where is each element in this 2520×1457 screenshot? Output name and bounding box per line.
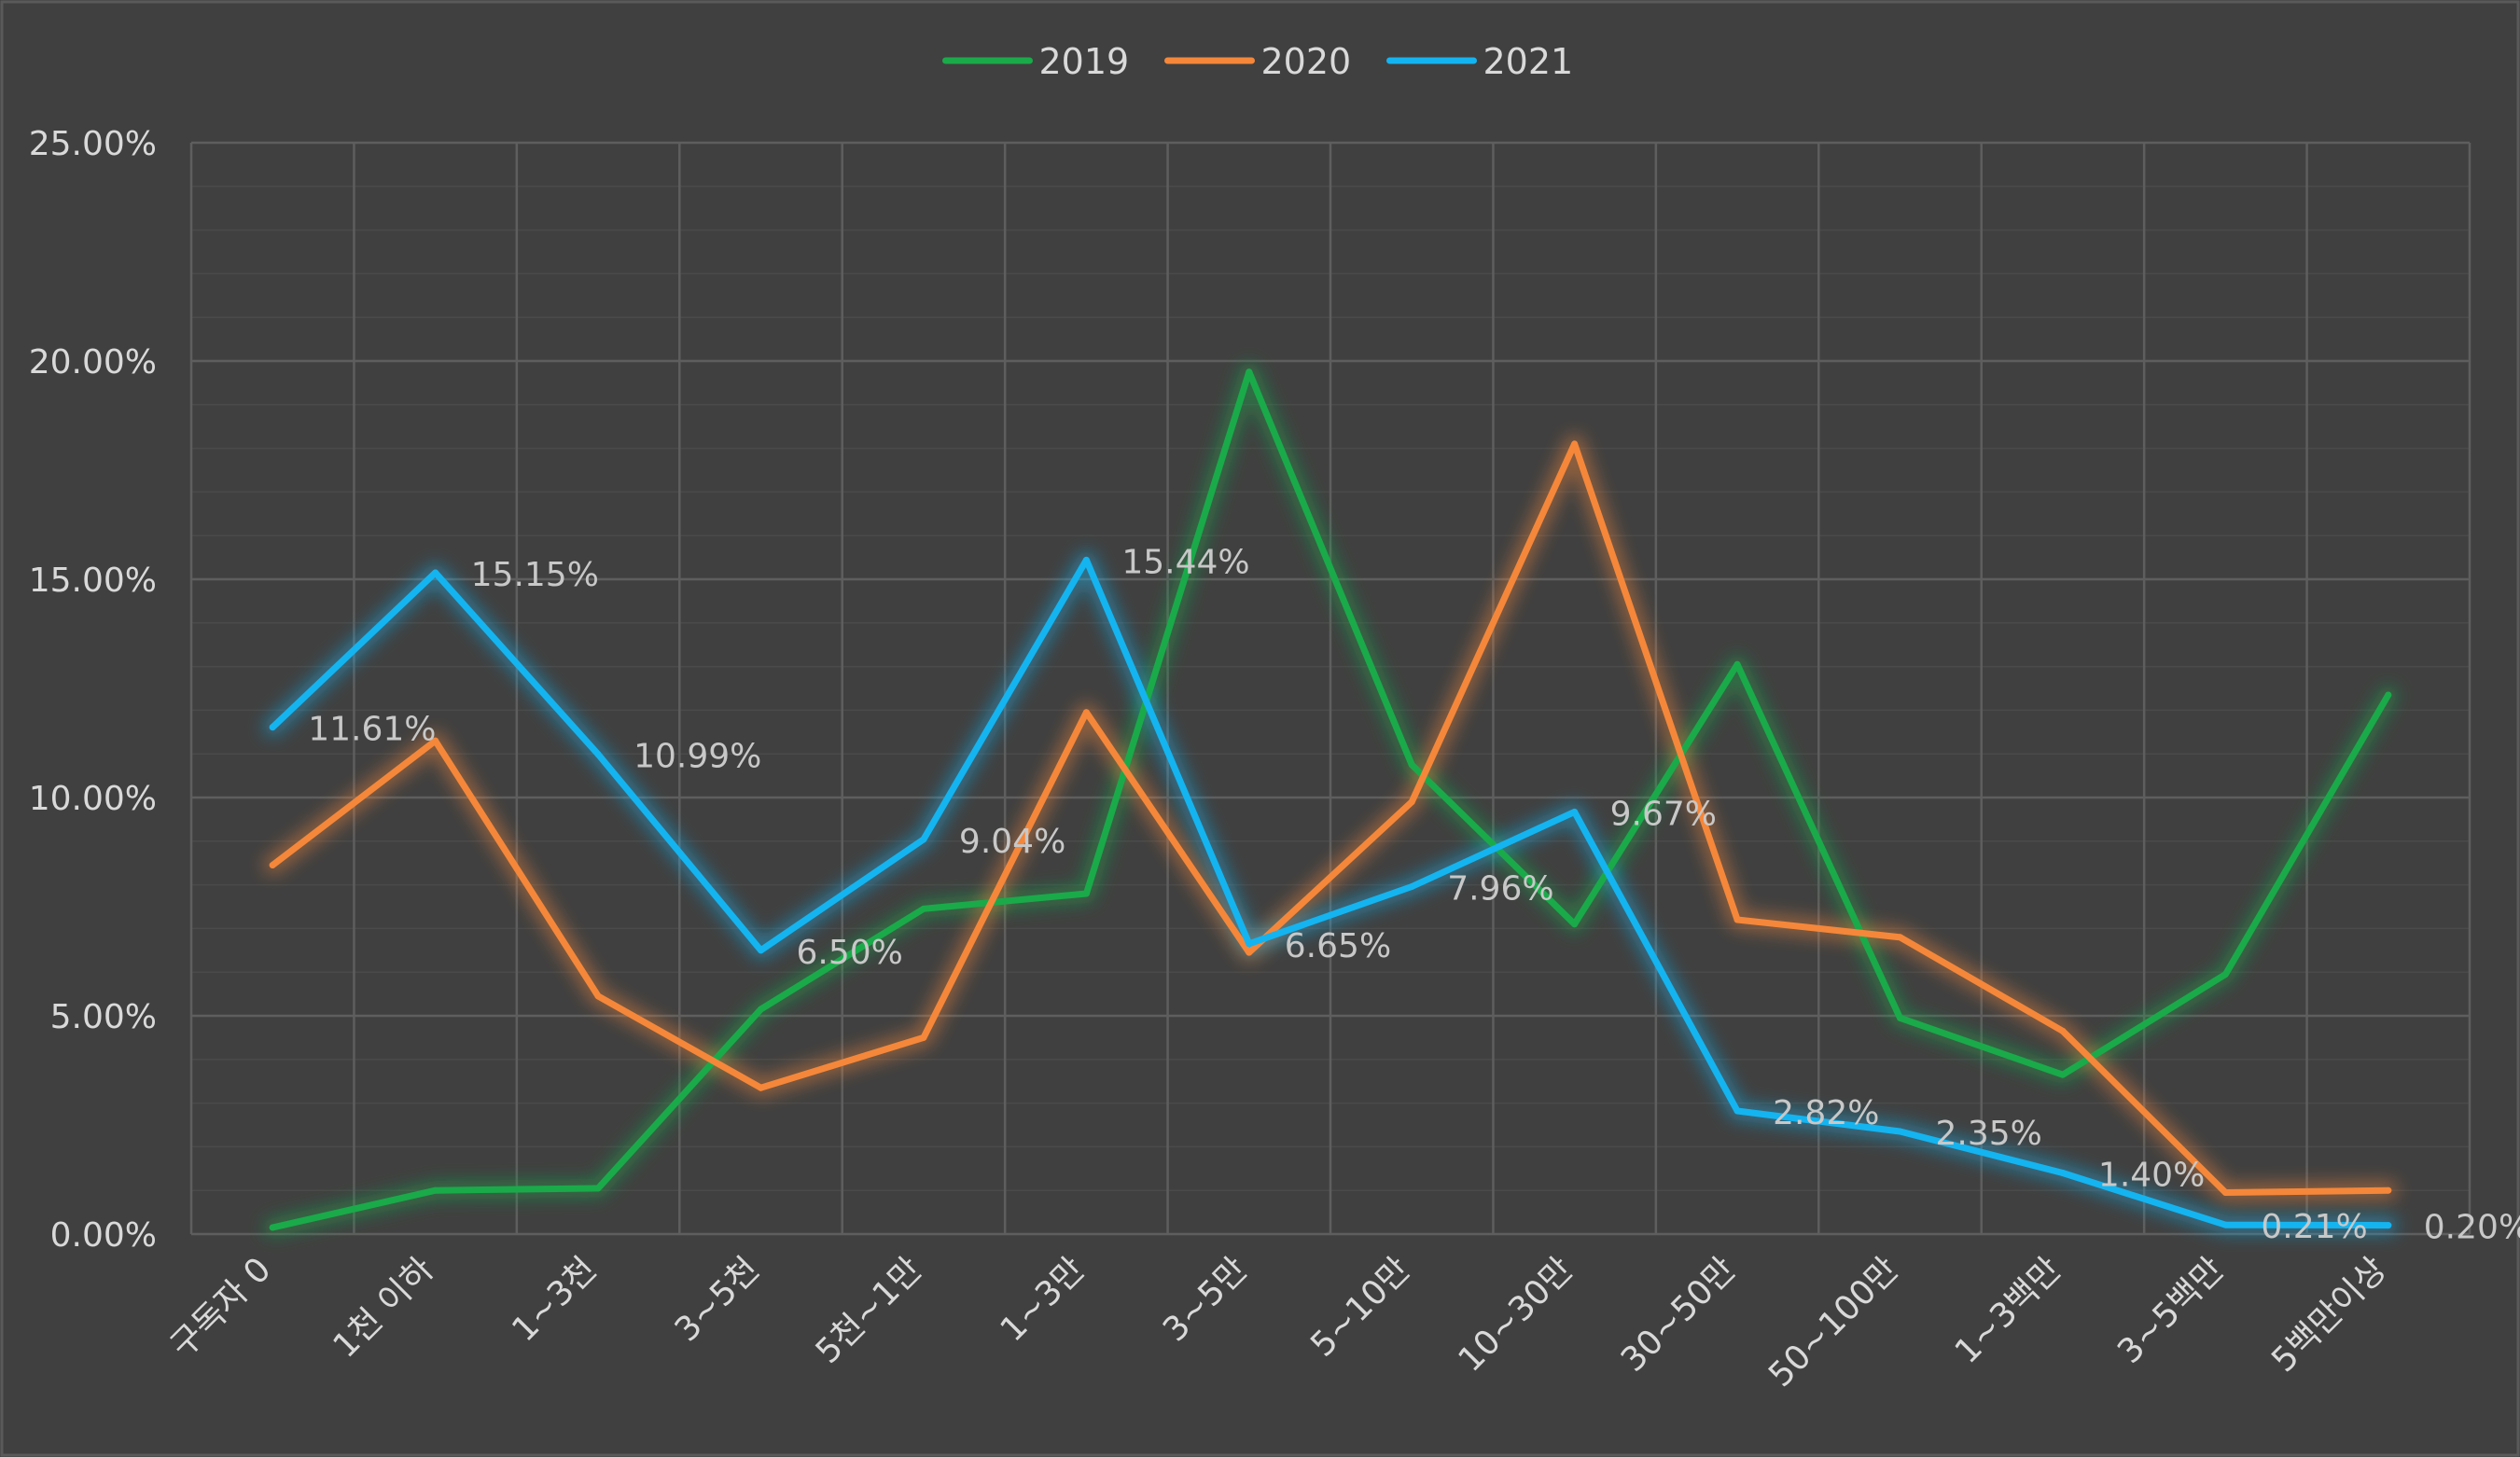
data-point-2019 (594, 1185, 602, 1192)
data-point-2021 (269, 724, 276, 731)
data-labels: 11.61% 15.15% 10.99% 6.50% 9.04% 15.44% 6.65% 7… (308, 543, 2520, 1246)
y-tick-label: 0.00% (50, 1216, 157, 1255)
data-label-2021: 2.82% (1773, 1094, 1879, 1132)
data-point-2019 (2221, 971, 2229, 978)
data-point-2020 (432, 737, 439, 744)
series-line-2019 (269, 368, 2392, 1231)
data-label-2021: 11.61% (308, 711, 436, 749)
data-point-2020 (1408, 798, 1415, 806)
data-point-2021 (2059, 1169, 2067, 1176)
data-point-2020 (2059, 1027, 2067, 1034)
data-point-2021 (2385, 1222, 2392, 1229)
data-point-2020 (1571, 440, 1579, 448)
legend-label-2019: 2019 (1039, 41, 1130, 82)
data-point-2019 (269, 1224, 276, 1231)
data-point-2020 (1246, 949, 1253, 956)
y-tick-label: 10.00% (29, 780, 157, 818)
data-label-2021: 9.04% (959, 823, 1065, 861)
series-line-2020 (269, 440, 2392, 1196)
data-point-2019 (2059, 1071, 2067, 1078)
data-point-2019 (920, 905, 927, 912)
data-point-2020 (1082, 709, 1090, 716)
data-label-2021: 9.67% (1610, 795, 1717, 833)
data-point-2019 (2385, 691, 2392, 699)
data-point-2019 (1082, 890, 1090, 897)
y-axis: 0.00% 5.00% 10.00% 15.00% 20.00% 25.00% (29, 125, 157, 1255)
data-label-2021: 6.65% (1285, 927, 1391, 965)
data-point-2021 (1897, 1128, 1903, 1135)
data-point-2020 (1897, 934, 1903, 941)
legend-label-2021: 2021 (1483, 41, 1574, 82)
data-point-2021 (1571, 808, 1579, 815)
data-point-2021 (920, 836, 927, 843)
data-point-2020 (758, 1084, 764, 1091)
data-point-2020 (920, 1034, 927, 1041)
data-label-2021: 7.96% (1447, 869, 1553, 908)
data-point-2021 (594, 751, 602, 758)
data-label-2021: 0.21% (2261, 1208, 2367, 1246)
series-lines (269, 368, 2392, 1231)
data-point-2021 (1246, 940, 1253, 948)
data-point-2019 (432, 1186, 439, 1194)
data-label-2021: 10.99% (633, 738, 761, 776)
data-point-2021 (1082, 556, 1090, 563)
data-point-2019 (758, 1006, 764, 1013)
y-tick-label: 20.00% (29, 343, 157, 382)
data-point-2021 (1408, 882, 1415, 890)
data-point-2020 (2221, 1189, 2229, 1197)
data-label-2021: 15.44% (1121, 543, 1249, 581)
y-tick-label: 15.00% (29, 562, 157, 600)
data-point-2019 (1897, 1014, 1903, 1021)
data-point-2021 (2221, 1221, 2229, 1228)
data-point-2020 (2385, 1186, 2392, 1194)
data-label-2021: 15.15% (471, 556, 599, 594)
data-point-2020 (269, 862, 276, 869)
series-line-2021 (269, 556, 2392, 1229)
data-point-2019 (1733, 660, 1741, 668)
data-label-2021: 0.20% (2424, 1209, 2520, 1247)
data-point-2021 (758, 947, 764, 954)
data-label-2021: 6.50% (797, 934, 903, 972)
data-label-2021: 1.40% (2098, 1156, 2205, 1194)
legend: 2019 2020 2021 (942, 41, 1574, 82)
data-point-2021 (432, 569, 439, 576)
data-point-2019 (1246, 368, 1253, 376)
y-tick-label: 5.00% (50, 998, 157, 1036)
data-point-2020 (1733, 916, 1741, 923)
data-point-2021 (1733, 1107, 1741, 1115)
data-point-2020 (594, 992, 602, 1000)
data-point-2019 (1408, 761, 1415, 769)
legend-label-2020: 2020 (1261, 41, 1352, 82)
data-point-2019 (1571, 921, 1579, 928)
data-label-2021: 2.35% (1936, 1115, 2042, 1153)
y-tick-label: 25.00% (29, 125, 157, 163)
